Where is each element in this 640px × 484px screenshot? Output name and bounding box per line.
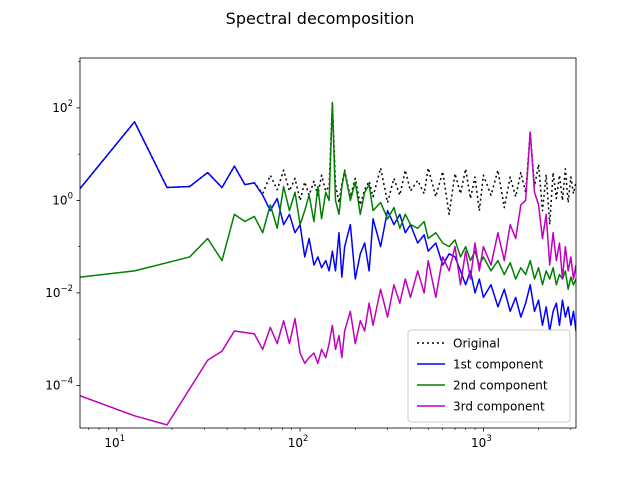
legend-label: 3rd component	[453, 400, 545, 414]
y-tick-label: 10−2	[45, 284, 73, 300]
series-line-3	[80, 101, 576, 290]
series-layer	[80, 101, 576, 426]
plot-frame	[79, 57, 577, 429]
legend-box	[407, 329, 571, 423]
legend: Original 1st component 2nd component 3rd co…	[407, 329, 571, 423]
legend-label: Original	[453, 337, 500, 351]
chart-title: Spectral decomposition	[226, 9, 415, 28]
legend-label: 2nd component	[453, 379, 548, 393]
series-line-2	[80, 121, 576, 332]
legend-label: 1st component	[453, 358, 544, 372]
y-tick-label: 10−4	[45, 376, 73, 392]
series-line-4	[80, 131, 576, 426]
y-tick-label: 100	[52, 191, 73, 207]
y-tick-label: 102	[52, 99, 73, 115]
